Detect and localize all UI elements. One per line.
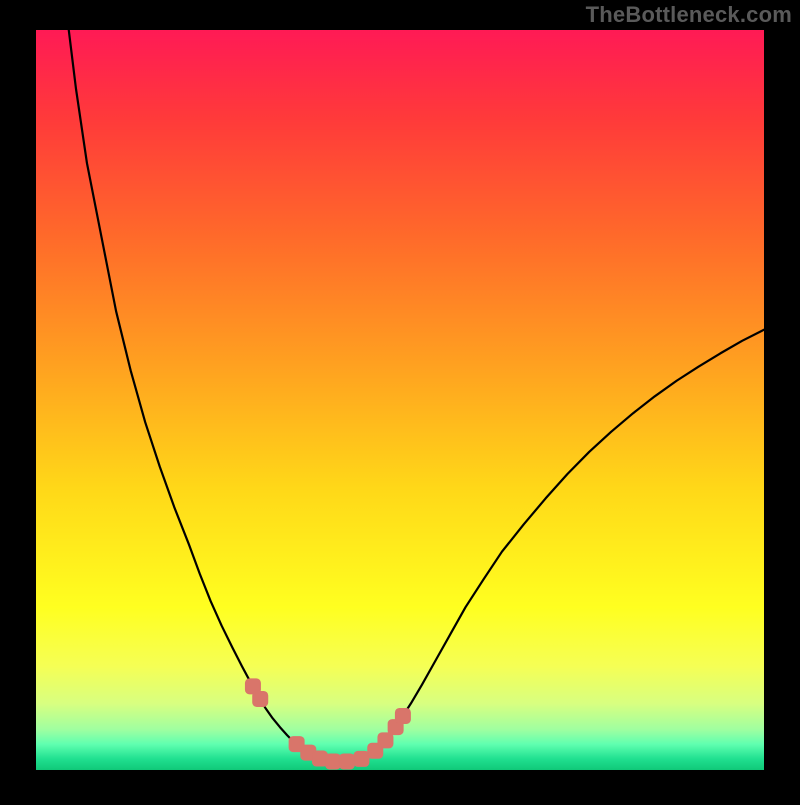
plot-area bbox=[36, 30, 764, 770]
curve-marker bbox=[378, 733, 393, 748]
curve-marker bbox=[354, 751, 369, 766]
bottleneck-chart bbox=[0, 0, 800, 800]
watermark-text: TheBottleneck.com bbox=[586, 2, 792, 28]
curve-marker bbox=[339, 754, 354, 769]
curve-marker bbox=[326, 754, 341, 769]
curve-marker bbox=[253, 691, 268, 706]
curve-marker bbox=[395, 708, 410, 723]
